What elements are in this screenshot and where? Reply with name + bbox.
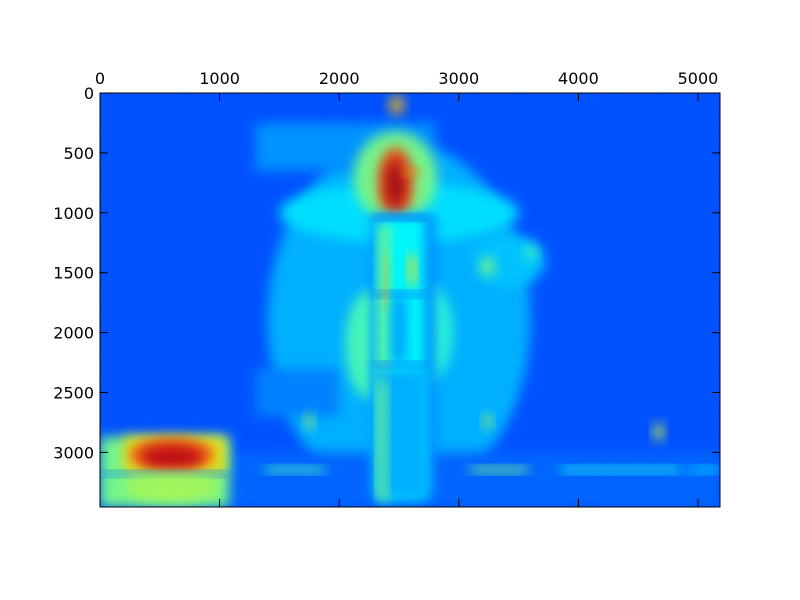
heatmap-noise xyxy=(100,93,720,507)
x-tick-label: 3000 xyxy=(438,69,479,88)
x-tick-label: 2000 xyxy=(319,69,360,88)
x-tick-label: 1000 xyxy=(199,69,240,88)
x-tick-label: 5000 xyxy=(678,69,719,88)
plot-frame xyxy=(99,92,721,508)
x-axis: 0 1000 2000 3000 4000 5000 xyxy=(95,69,718,507)
y-axis: 0 500 1000 1500 2000 2500 3000 xyxy=(53,84,720,462)
y-tick-label: 2000 xyxy=(53,324,94,343)
x-tick-label: 4000 xyxy=(558,69,599,88)
y-tick-label: 3000 xyxy=(53,443,94,462)
y-tick-label: 500 xyxy=(63,144,94,163)
y-tick-label: 1000 xyxy=(53,204,94,223)
y-tick-label: 2500 xyxy=(53,383,94,402)
y-tick-label: 0 xyxy=(84,84,94,103)
y-tick-label: 1500 xyxy=(53,264,94,283)
x-tick-label: 0 xyxy=(95,69,105,88)
